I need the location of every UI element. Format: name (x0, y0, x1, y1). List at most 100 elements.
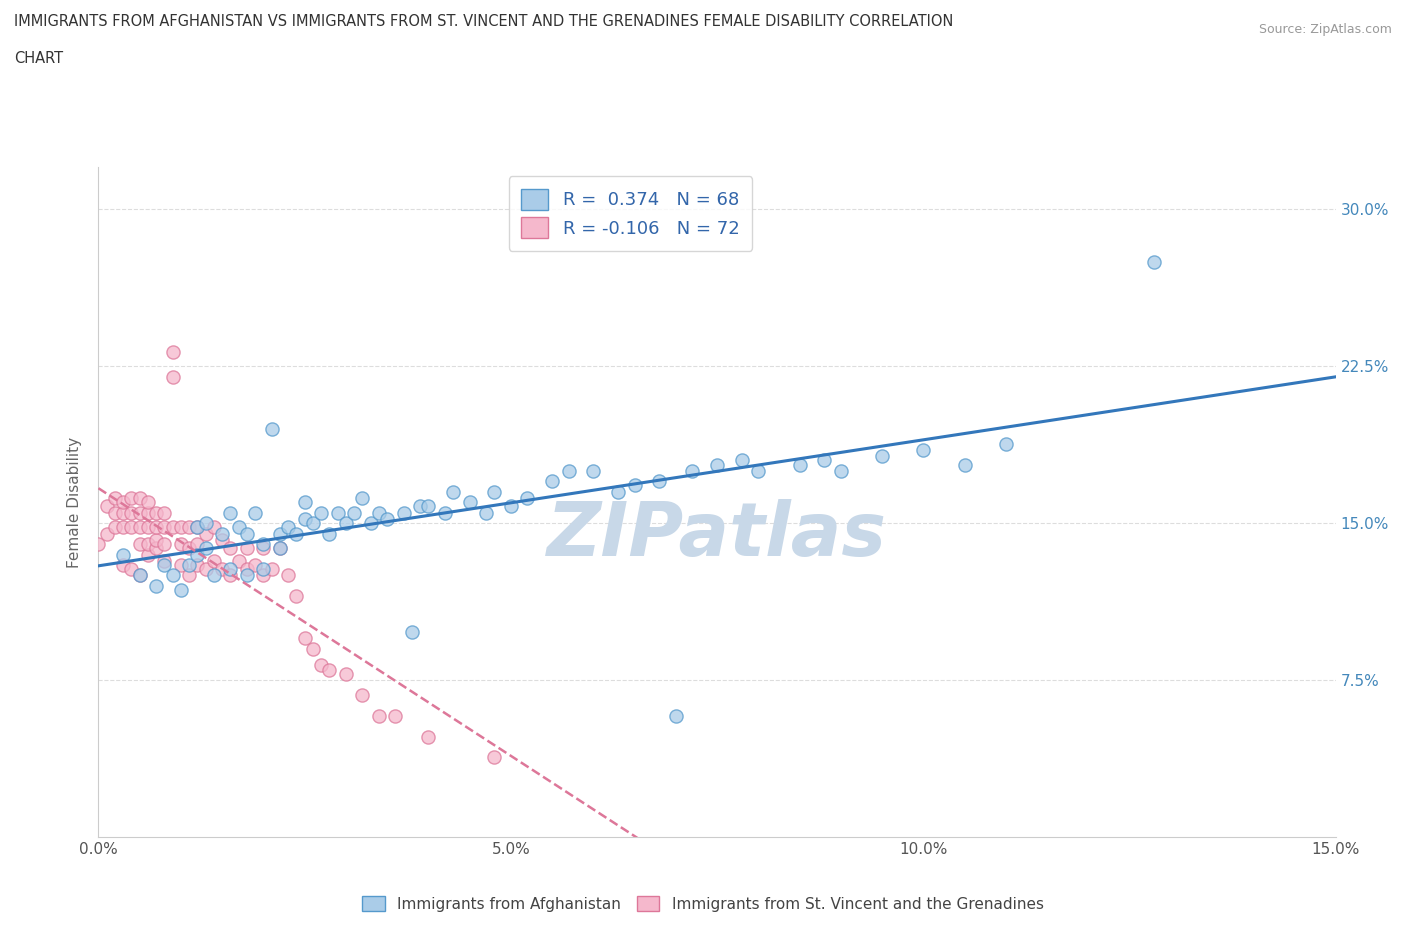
Point (269, 541, 291, 556)
Point (236, 541, 259, 556)
Point (252, 562, 274, 577)
Text: IMMIGRANTS FROM AFGHANISTAN VS IMMIGRANTS FROM ST. VINCENT AND THE GRENADINES FE: IMMIGRANTS FROM AFGHANISTAN VS IMMIGRANT… (14, 14, 953, 29)
Point (194, 541, 217, 556)
Point (607, 485, 630, 499)
Point (112, 558, 135, 573)
Point (243, 558, 266, 573)
Point (326, 505, 349, 520)
Point (285, 526, 308, 541)
Point (994, 436, 1017, 451)
Point (194, 516, 217, 531)
Point (260, 562, 283, 577)
Point (367, 505, 389, 520)
Point (557, 463, 579, 478)
Point (128, 491, 150, 506)
Point (128, 505, 150, 520)
Point (953, 458, 976, 472)
Point (136, 495, 159, 510)
Point (170, 558, 193, 573)
Point (789, 458, 811, 472)
Point (294, 495, 316, 510)
Point (252, 541, 274, 556)
Point (499, 499, 522, 514)
Point (541, 474, 564, 489)
Point (830, 463, 852, 478)
Point (392, 505, 415, 520)
Point (145, 520, 167, 535)
Point (170, 582, 193, 598)
Point (179, 558, 201, 573)
Point (186, 558, 208, 573)
Point (219, 562, 242, 577)
Point (360, 516, 382, 531)
Point (179, 520, 201, 535)
Point (179, 541, 201, 556)
Point (236, 562, 259, 577)
Point (153, 505, 176, 520)
Point (128, 520, 150, 535)
Point (433, 505, 456, 520)
Point (516, 491, 538, 506)
Point (294, 512, 316, 526)
Point (1143, 254, 1166, 269)
Text: Source: ZipAtlas.com: Source: ZipAtlas.com (1258, 23, 1392, 36)
Point (186, 520, 208, 535)
Point (219, 568, 242, 583)
Point (277, 520, 299, 535)
Point (458, 495, 481, 510)
Point (236, 568, 259, 583)
Point (912, 443, 935, 458)
Point (153, 553, 176, 568)
Point (128, 537, 150, 551)
Point (582, 463, 605, 478)
Point (136, 537, 159, 551)
Point (179, 568, 201, 583)
Point (112, 495, 135, 510)
Point (145, 578, 167, 593)
Point (352, 491, 374, 506)
Point (202, 568, 225, 583)
Point (202, 520, 225, 535)
Point (153, 558, 176, 573)
Point (186, 520, 208, 535)
Point (302, 642, 325, 657)
Point (186, 537, 208, 551)
Point (706, 458, 728, 472)
Point (162, 568, 184, 583)
Point (813, 453, 835, 468)
Point (731, 453, 754, 468)
Point (211, 526, 233, 541)
Point (96, 499, 118, 514)
Point (104, 505, 127, 520)
Point (120, 562, 142, 577)
Point (352, 687, 374, 702)
Point (384, 709, 406, 724)
Point (120, 505, 142, 520)
Point (202, 553, 225, 568)
Point (87, 537, 110, 551)
Point (335, 667, 357, 682)
Point (269, 526, 291, 541)
Point (343, 505, 366, 520)
Point (243, 505, 266, 520)
Text: ZIPatlas: ZIPatlas (547, 499, 887, 572)
Point (145, 505, 167, 520)
Point (484, 485, 506, 499)
Point (401, 625, 423, 640)
Point (104, 520, 127, 535)
Point (136, 520, 159, 535)
Point (136, 505, 159, 520)
Point (170, 537, 193, 551)
Y-axis label: Female Disability: Female Disability (67, 437, 83, 567)
Point (418, 499, 440, 514)
Point (112, 520, 135, 535)
Point (170, 520, 193, 535)
Point (228, 520, 250, 535)
Text: CHART: CHART (14, 51, 63, 66)
Point (302, 516, 325, 531)
Point (104, 491, 127, 506)
Point (441, 485, 464, 499)
Point (269, 541, 291, 556)
Point (285, 589, 308, 604)
Point (236, 526, 259, 541)
